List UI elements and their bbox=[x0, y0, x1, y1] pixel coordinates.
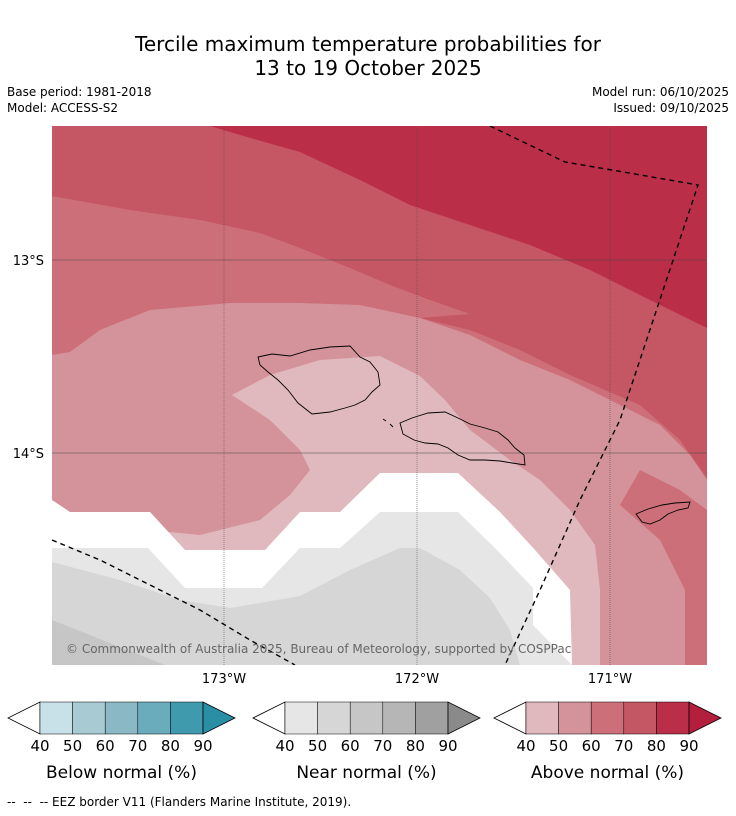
colorbar-tick-label: 70 bbox=[373, 737, 392, 755]
colorbar-tick-label: 70 bbox=[614, 737, 633, 755]
colorbar-tick-label: 70 bbox=[128, 737, 147, 755]
colorbar-tick-label: 60 bbox=[96, 737, 115, 755]
islet-2 bbox=[389, 423, 394, 428]
colorbar-over-triangle bbox=[688, 701, 722, 735]
issued-date: Issued: 09/10/2025 bbox=[613, 101, 729, 115]
colorbar-tick-label: 40 bbox=[30, 737, 49, 755]
map-title-line1: Tercile maximum temperature probabilitie… bbox=[135, 32, 601, 56]
copyright-text: © Commonwealth of Australia 2025, Bureau… bbox=[66, 642, 571, 656]
colorbar-tick-label: 50 bbox=[549, 737, 568, 755]
colorbar-tick-label: 90 bbox=[679, 737, 698, 755]
above-60-band-upper bbox=[52, 196, 470, 330]
near-50-region bbox=[52, 548, 520, 665]
eez-border-east bbox=[489, 126, 699, 665]
lon-label-171w: 171°W bbox=[588, 672, 632, 687]
colorbar-segment bbox=[170, 701, 204, 735]
colorbar-tick-label: 80 bbox=[647, 737, 666, 755]
colorbar-tick-label: 80 bbox=[161, 737, 180, 755]
graticule bbox=[52, 126, 707, 665]
colorbar-segment bbox=[623, 701, 657, 735]
upolu-island bbox=[399, 411, 526, 466]
colorbar-segment bbox=[104, 701, 139, 735]
map-title-line2: 13 to 19 October 2025 bbox=[254, 56, 482, 80]
lat-label-14s: 14°S bbox=[13, 447, 44, 462]
colorbar-tick-label: 40 bbox=[516, 737, 535, 755]
colorbar-segment bbox=[284, 701, 318, 735]
colorbar-under-triangle bbox=[252, 701, 286, 735]
colorbar-over-triangle bbox=[202, 701, 236, 735]
model-name: Model: ACCESS-S2 bbox=[7, 101, 119, 115]
above-60-region-east bbox=[620, 470, 707, 665]
base-period: Base period: 1981-2018 bbox=[7, 85, 152, 99]
colorbar-segment bbox=[137, 701, 171, 735]
colorbar-0: 40 50 60 70 80 90 Below normal (%) bbox=[7, 701, 236, 783]
colorbar-under-triangle bbox=[7, 701, 41, 735]
colorbar-tick-label: 50 bbox=[308, 737, 327, 755]
probability-field bbox=[52, 126, 707, 665]
colorbar-segment bbox=[349, 701, 384, 735]
above-80-region bbox=[210, 126, 707, 328]
colorbar-segment bbox=[415, 701, 449, 735]
lat-label-13s: 13°S bbox=[13, 254, 44, 269]
colorbar-segment bbox=[382, 701, 416, 735]
colorbar-segment bbox=[317, 701, 351, 735]
colorbar-label: Below normal (%) bbox=[46, 763, 197, 783]
colorbar-tick-label: 60 bbox=[582, 737, 601, 755]
eez-legend-note: -- -- -- EEZ border V11 (Flanders Marine… bbox=[7, 795, 352, 809]
colorbar-segment bbox=[525, 701, 559, 735]
colorbar-under-triangle bbox=[493, 701, 527, 735]
colorbar-label: Above normal (%) bbox=[531, 763, 684, 783]
colorbar-label: Near normal (%) bbox=[296, 763, 436, 783]
colorbar-tick-label: 90 bbox=[438, 737, 457, 755]
model-run: Model run: 06/10/2025 bbox=[591, 85, 729, 99]
colorbar-tick-label: 60 bbox=[341, 737, 360, 755]
colorbar-over-triangle bbox=[447, 701, 481, 735]
lon-label-173w: 173°W bbox=[202, 672, 246, 687]
colorbar-2: 40 50 60 70 80 90 Above normal (%) bbox=[493, 701, 722, 783]
tutuila-island bbox=[635, 501, 691, 525]
savaii-island bbox=[257, 345, 381, 415]
coastlines bbox=[257, 345, 691, 525]
near-60-region bbox=[52, 620, 165, 665]
colorbars: 40 50 60 70 80 90 Below normal (%) 40 50 60 70 80 90… bbox=[7, 701, 722, 783]
colorbar-segment bbox=[558, 701, 592, 735]
colorbar-tick-label: 80 bbox=[406, 737, 425, 755]
colorbar-tick-label: 40 bbox=[275, 737, 294, 755]
colorbar-tick-label: 90 bbox=[193, 737, 212, 755]
eez-border-southwest bbox=[52, 539, 296, 665]
colorbar-segment bbox=[590, 701, 625, 735]
colorbar-segment bbox=[39, 701, 73, 735]
lon-label-172w: 172°W bbox=[395, 672, 439, 687]
colorbar-segment bbox=[656, 701, 690, 735]
colorbar-tick-label: 50 bbox=[63, 737, 82, 755]
islet-1 bbox=[382, 418, 387, 422]
colorbar-segment bbox=[72, 701, 106, 735]
